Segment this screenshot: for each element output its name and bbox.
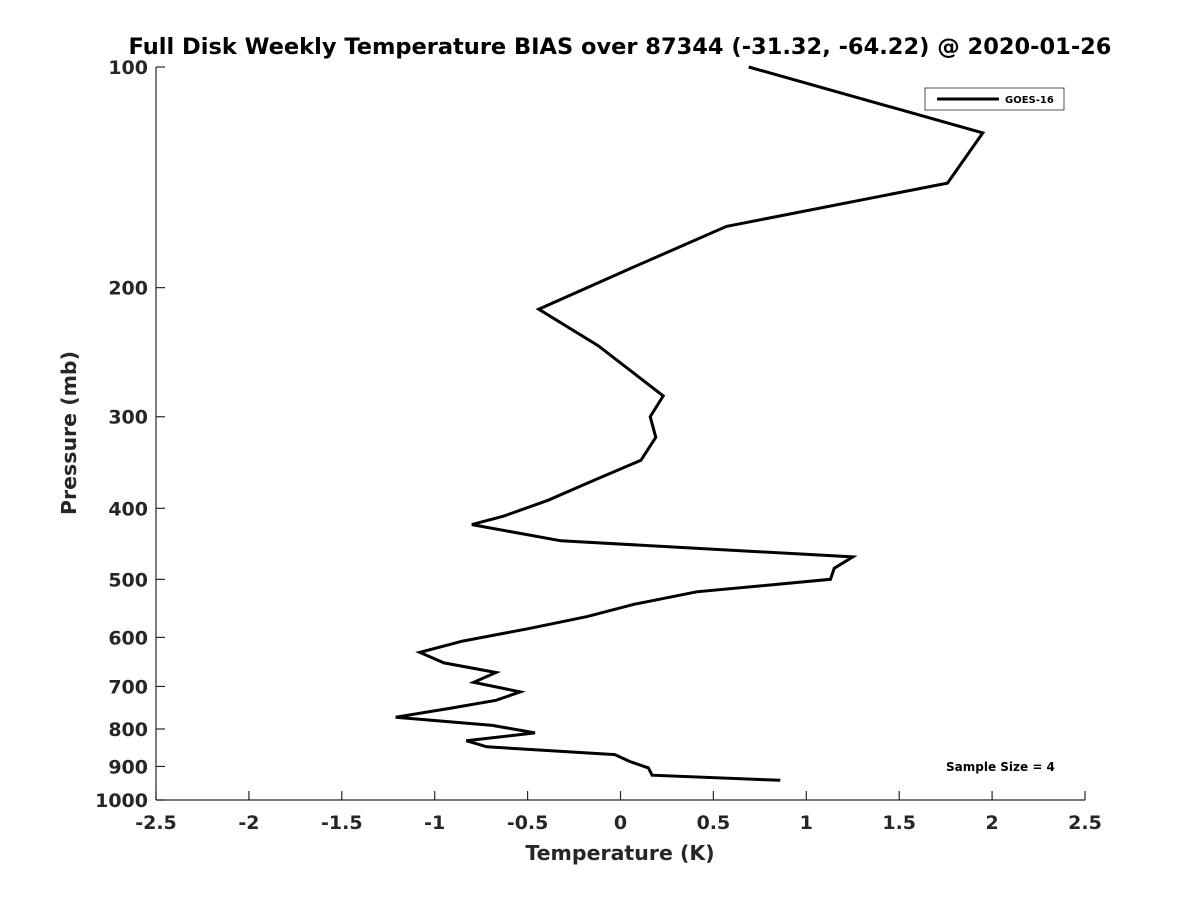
series-line-goes-16 xyxy=(395,65,986,782)
y-axis-label: Pressure (mb) xyxy=(57,351,81,515)
x-ticks: -2.5 -2 -1.5 -1 -0.5 0 0.5 1 1.5 2 2.5 xyxy=(135,791,1102,834)
y-tick-label: 300 xyxy=(108,407,148,429)
series-layer xyxy=(395,65,986,782)
x-tick-label: 2 xyxy=(985,812,998,834)
x-tick-label: -1.5 xyxy=(321,812,363,834)
x-tick-label: -2.5 xyxy=(135,812,177,834)
plot-area xyxy=(156,67,1085,800)
y-ticks: 100 200 300 400 500 600 700 800 900 1000 xyxy=(95,57,165,812)
y-tick-label: 700 xyxy=(108,676,148,698)
y-tick-label: 800 xyxy=(108,719,148,741)
x-tick-label: -2 xyxy=(238,812,259,834)
y-tick-label: 600 xyxy=(108,627,148,649)
x-tick-label: -0.5 xyxy=(507,812,549,834)
x-tick-label: 0 xyxy=(614,812,627,834)
legend: GOES-16 xyxy=(924,87,1065,111)
x-tick-label: 0.5 xyxy=(697,812,731,834)
chart-title: Full Disk Weekly Temperature BIAS over 8… xyxy=(129,34,1112,60)
y-tick-label: 1000 xyxy=(95,790,148,812)
y-tick-label: 200 xyxy=(108,278,148,300)
y-tick-label: 500 xyxy=(108,569,148,591)
x-axis: -2.5 -2 -1.5 -1 -0.5 0 0.5 1 1.5 2 2.5 xyxy=(135,791,1102,834)
y-tick-label: 900 xyxy=(108,756,148,778)
y-tick-label: 100 xyxy=(108,57,148,79)
y-tick-label: 400 xyxy=(108,498,148,520)
x-tick-label: 2.5 xyxy=(1068,812,1102,834)
y-axis: 100 200 300 400 500 600 700 800 900 1000 xyxy=(95,57,165,812)
x-tick-label: 1 xyxy=(800,812,813,834)
x-tick-label: 1.5 xyxy=(882,812,916,834)
legend-label-goes-16: GOES-16 xyxy=(1005,95,1054,106)
sample-size-annotation: Sample Size = 4 xyxy=(946,760,1055,774)
x-axis-label: Temperature (K) xyxy=(525,841,714,865)
x-tick-label: -1 xyxy=(424,812,445,834)
